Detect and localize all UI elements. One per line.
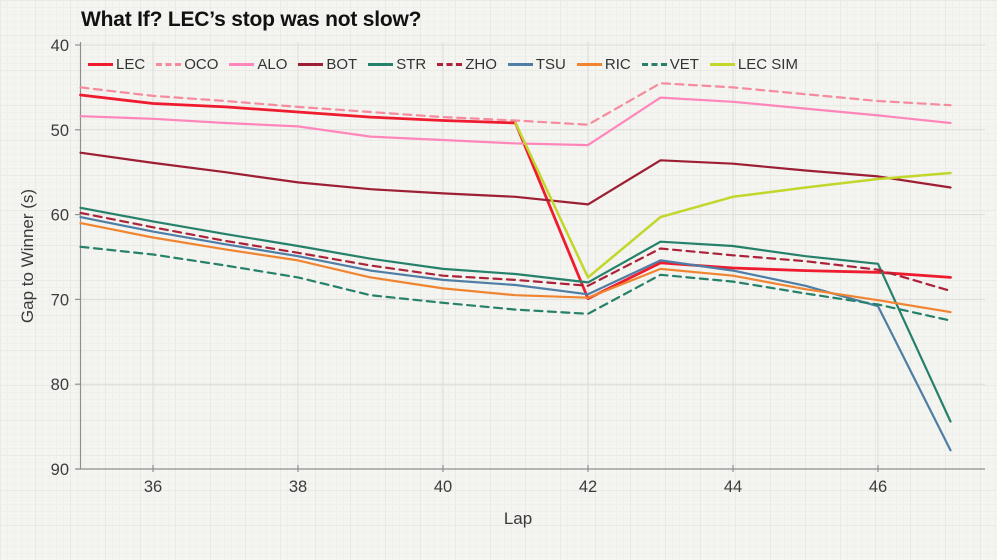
series-line-lec-sim — [514, 121, 952, 279]
legend-swatch-oco — [156, 63, 182, 66]
legend-label: LEC — [116, 56, 146, 73]
series-line-str — [79, 206, 952, 423]
x-tick-label: 36 — [144, 478, 162, 496]
legend-item-zho: ZHO — [437, 56, 497, 73]
legend-swatch-alo — [229, 63, 255, 66]
y-tick-label: 50 — [51, 122, 69, 140]
legend-label: ALO — [257, 56, 288, 73]
legend-swatch-bot — [298, 63, 324, 66]
legend-swatch-vet — [641, 63, 667, 66]
x-tick-label: 42 — [579, 478, 597, 496]
y-tick-label: 90 — [51, 461, 69, 479]
chart-title: What If? LEC’s stop was not slow? — [81, 8, 422, 31]
legend-label: OCO — [184, 56, 219, 73]
x-tick-label: 40 — [434, 478, 452, 496]
y-tick-label: 70 — [51, 291, 69, 309]
legend-swatch-ric — [576, 63, 602, 66]
y-tick-label: 80 — [51, 376, 69, 394]
legend-label: TSU — [535, 56, 566, 73]
legend-item-str: STR — [368, 56, 426, 73]
legend-item-bot: BOT — [298, 56, 357, 73]
legend-item-lec: LEC — [88, 56, 145, 73]
legend-swatch-lec-sim — [709, 63, 735, 66]
series-line-tsu — [79, 216, 952, 452]
legend-label: LEC SIM — [737, 56, 798, 73]
series-line-alo — [79, 96, 952, 147]
legend-label: ZHO — [465, 56, 497, 73]
legend-label: RIC — [604, 56, 631, 73]
y-tick-label: 40 — [51, 37, 69, 55]
series-line-bot — [79, 151, 952, 206]
legend-swatch-zho — [437, 63, 463, 66]
legend-item-ric: RIC — [576, 56, 631, 73]
legend: LEC OCO ALO BOT STR ZHO TSU RIC VET LEC SIM — [88, 56, 798, 73]
y-tick-label: 60 — [51, 207, 69, 225]
legend-label: STR — [396, 56, 427, 73]
x-tick-label: 38 — [289, 478, 307, 496]
legend-swatch-lec — [88, 63, 113, 66]
legend-swatch-tsu — [507, 63, 533, 66]
series-line-vet — [79, 245, 952, 322]
series-line-zho — [79, 211, 952, 292]
legend-item-lec-sim: LEC SIM — [709, 56, 798, 73]
legend-item-alo: ALO — [229, 56, 287, 73]
legend-item-vet: VET — [641, 56, 699, 73]
series-line-ric — [79, 222, 952, 314]
legend-item-oco: OCO — [156, 56, 218, 73]
legend-item-tsu: TSU — [507, 56, 566, 73]
series-line-oco — [79, 82, 952, 126]
y-axis-label: Gap to Winner (s) — [18, 188, 37, 324]
x-tick-label: 44 — [724, 478, 742, 496]
legend-swatch-str — [368, 63, 394, 66]
legend-label: VET — [669, 56, 699, 73]
legend-label: BOT — [326, 56, 358, 73]
x-tick-label: 46 — [869, 478, 887, 496]
x-axis-label: Lap — [503, 509, 533, 528]
